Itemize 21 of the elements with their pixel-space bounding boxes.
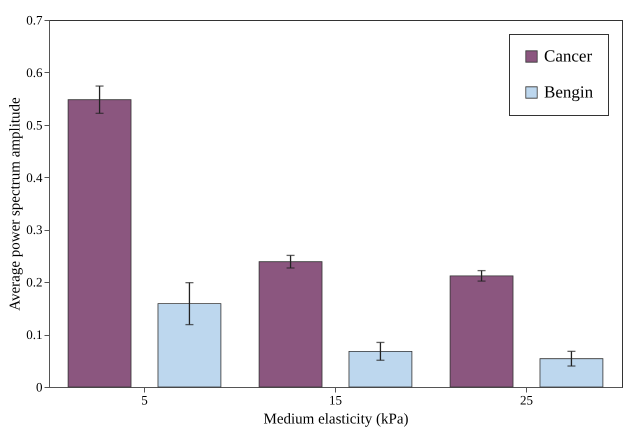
x-tick-label: 5 — [141, 392, 148, 408]
x-tick-label: 25 — [520, 392, 533, 408]
bar — [158, 303, 222, 388]
y-tick-label: 0 — [36, 380, 42, 394]
y-tick-label: 0.6 — [26, 64, 43, 80]
bar — [540, 358, 604, 388]
x-tick-label: 15 — [329, 392, 342, 408]
y-tick-label: 0.4 — [26, 170, 43, 185]
y-tick-label: 0.3 — [26, 222, 42, 238]
legend-label: Cancer — [544, 46, 592, 66]
y-tick-label: 0.7 — [26, 12, 43, 28]
bar — [348, 350, 412, 388]
bar — [258, 261, 322, 388]
y-axis-title: Average power spectrum amplitude — [7, 96, 24, 311]
x-axis-title: Medium elasticity (kPa) — [264, 412, 408, 428]
legend-label: Bengin — [544, 82, 594, 102]
y-tick-label: 0.2 — [26, 274, 42, 290]
bar — [450, 275, 514, 388]
y-tick-label: 0.5 — [26, 117, 42, 132]
y-tick-label: 0.1 — [26, 327, 42, 342]
bar — [68, 99, 132, 388]
